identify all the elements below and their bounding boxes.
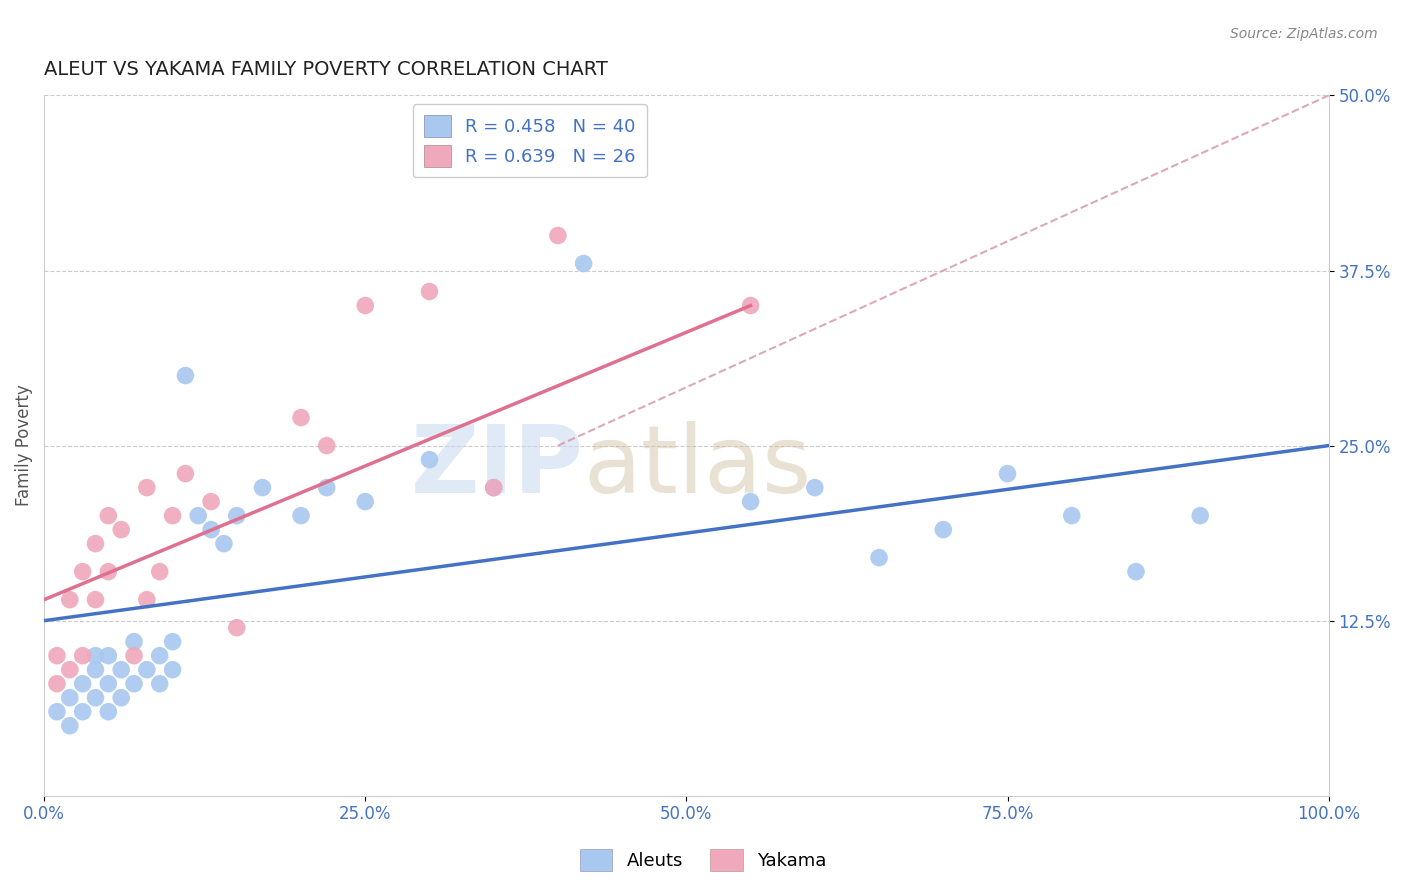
Point — [122, 648, 145, 663]
Point — [84, 648, 107, 663]
Point — [162, 634, 184, 648]
Point — [212, 536, 235, 550]
Point — [122, 634, 145, 648]
Point — [84, 663, 107, 677]
Point — [97, 565, 120, 579]
Point — [135, 592, 157, 607]
Point — [225, 621, 247, 635]
Point — [135, 663, 157, 677]
Point — [174, 467, 197, 481]
Point — [46, 705, 69, 719]
Point — [59, 690, 82, 705]
Point — [315, 481, 337, 495]
Point — [46, 648, 69, 663]
Point — [290, 410, 312, 425]
Point — [46, 676, 69, 690]
Point — [162, 663, 184, 677]
Point — [225, 508, 247, 523]
Point — [354, 299, 377, 313]
Point — [84, 690, 107, 705]
Point — [200, 494, 222, 508]
Point — [418, 452, 440, 467]
Point — [804, 481, 827, 495]
Point — [59, 663, 82, 677]
Point — [547, 228, 569, 243]
Point — [59, 592, 82, 607]
Point — [174, 368, 197, 383]
Text: Source: ZipAtlas.com: Source: ZipAtlas.com — [1230, 27, 1378, 41]
Point — [997, 467, 1019, 481]
Text: ALEUT VS YAKAMA FAMILY POVERTY CORRELATION CHART: ALEUT VS YAKAMA FAMILY POVERTY CORRELATI… — [44, 60, 607, 78]
Text: ZIP: ZIP — [411, 421, 583, 513]
Point — [72, 676, 94, 690]
Point — [482, 481, 505, 495]
Point — [162, 508, 184, 523]
Point — [97, 508, 120, 523]
Point — [200, 523, 222, 537]
Point — [110, 690, 132, 705]
Y-axis label: Family Poverty: Family Poverty — [15, 384, 32, 507]
Point — [572, 256, 595, 270]
Point — [252, 481, 274, 495]
Point — [482, 481, 505, 495]
Point — [72, 565, 94, 579]
Point — [84, 536, 107, 550]
Point — [315, 439, 337, 453]
Point — [418, 285, 440, 299]
Point — [149, 565, 172, 579]
Point — [1189, 508, 1212, 523]
Point — [740, 494, 762, 508]
Point — [84, 592, 107, 607]
Point — [149, 648, 172, 663]
Point — [122, 676, 145, 690]
Point — [97, 705, 120, 719]
Point — [59, 719, 82, 733]
Point — [110, 523, 132, 537]
Point — [97, 676, 120, 690]
Point — [868, 550, 890, 565]
Point — [1125, 565, 1147, 579]
Point — [72, 705, 94, 719]
Point — [72, 648, 94, 663]
Point — [290, 508, 312, 523]
Point — [110, 663, 132, 677]
Point — [740, 299, 762, 313]
Point — [932, 523, 955, 537]
Point — [187, 508, 209, 523]
Point — [135, 481, 157, 495]
Legend: Aleuts, Yakama: Aleuts, Yakama — [572, 842, 834, 879]
Legend: R = 0.458   N = 40, R = 0.639   N = 26: R = 0.458 N = 40, R = 0.639 N = 26 — [413, 104, 647, 178]
Point — [1060, 508, 1083, 523]
Point — [354, 494, 377, 508]
Text: atlas: atlas — [583, 421, 811, 513]
Point — [97, 648, 120, 663]
Point — [149, 676, 172, 690]
